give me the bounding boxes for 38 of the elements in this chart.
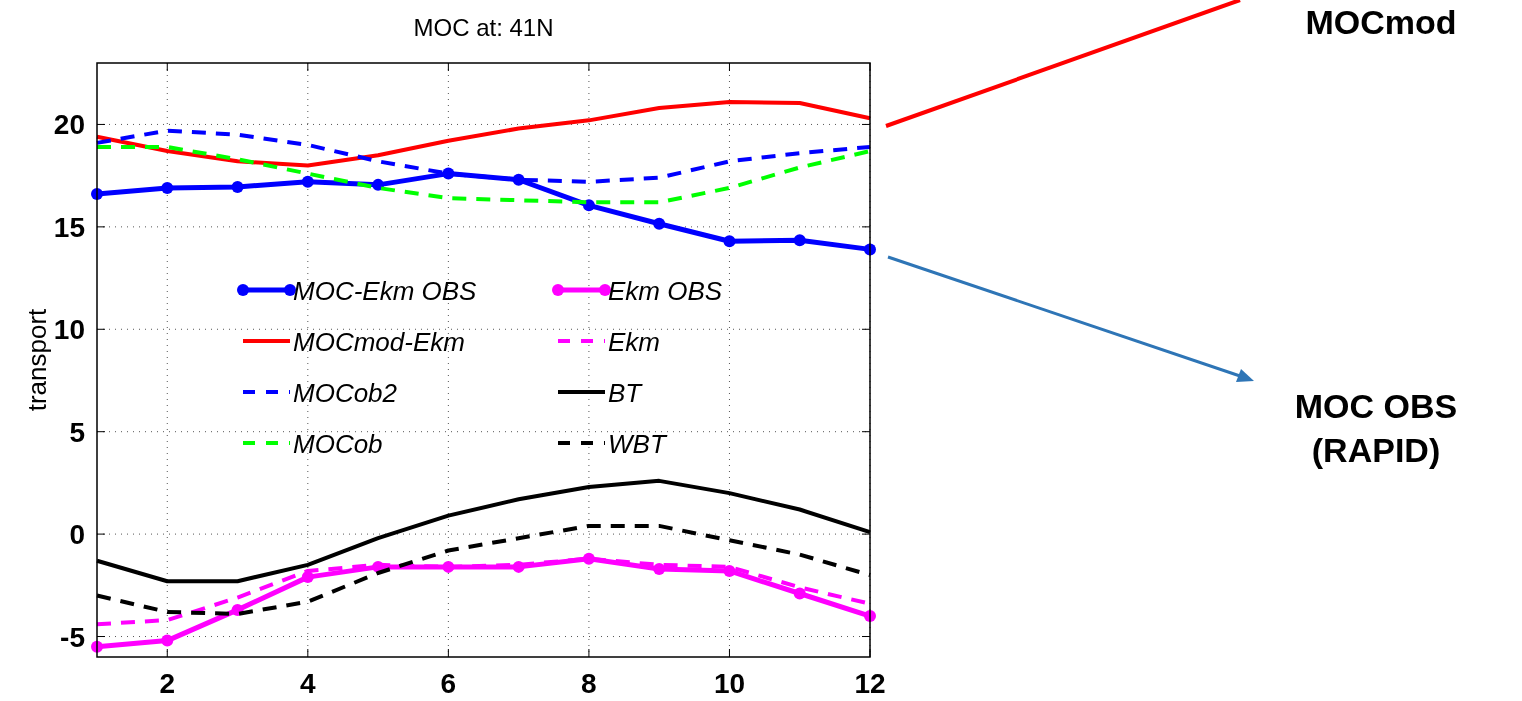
y-tick-label: 20: [53, 109, 85, 141]
point: [301, 175, 314, 188]
point: [372, 178, 385, 191]
point: [653, 217, 666, 230]
point: [723, 564, 736, 577]
y-tick-label: 10: [53, 314, 85, 346]
x-tick-label: 8: [581, 668, 597, 699]
point: [231, 180, 244, 193]
x-tick-label: 10: [713, 668, 746, 699]
x-tick-label: 2: [159, 668, 176, 699]
x-tick-label: 12: [854, 668, 886, 699]
point: [582, 199, 595, 212]
point: [512, 173, 525, 186]
point: [793, 234, 806, 247]
legend-label: MOC-Ekm OBS: [293, 276, 478, 306]
legend-label: Ekm: [608, 327, 660, 357]
y-tick-label: 0: [69, 519, 85, 551]
line-series: [95, 99, 872, 168]
y-tick-label: -5: [60, 621, 85, 653]
legend-label: Ekm OBS: [608, 276, 723, 306]
y-axis-title: transport: [22, 307, 52, 412]
y-tick-label: 15: [53, 211, 85, 243]
point: [161, 634, 174, 647]
legend-label: MOCmod-Ekm: [293, 327, 465, 357]
text: MOC OBS (RAPID): [1293, 386, 1459, 471]
legend-label: MOCob: [293, 429, 383, 459]
point: [161, 181, 174, 194]
x-tick-label: 6: [440, 668, 457, 699]
y-tick-label: 5: [69, 416, 85, 448]
text: MOCmod: [1305, 3, 1457, 41]
point: [793, 587, 806, 600]
legend-label: MOCob2: [293, 378, 398, 408]
chart-title: MOC at: 41N: [413, 14, 554, 41]
point: [653, 562, 666, 575]
point: [723, 235, 736, 248]
legend-label: BT: [608, 378, 644, 408]
legend-label: WBT: [608, 429, 668, 459]
x-tick-label: 4: [300, 668, 317, 699]
